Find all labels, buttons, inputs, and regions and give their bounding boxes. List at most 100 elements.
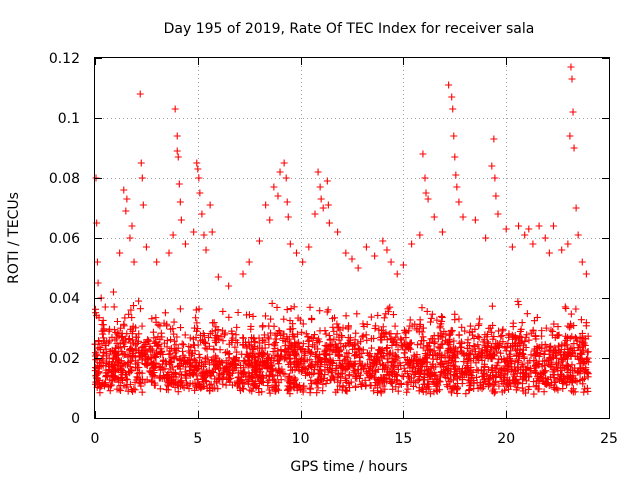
- data-point: [322, 330, 330, 338]
- data-point: [165, 350, 173, 358]
- data-point: [439, 340, 447, 348]
- data-point: [407, 339, 415, 347]
- data-point: [230, 355, 238, 363]
- data-point: [371, 374, 379, 382]
- data-point: [394, 354, 402, 362]
- data-point: [577, 349, 585, 357]
- data-point: [299, 258, 307, 266]
- data-point: [359, 346, 367, 354]
- data-point: [554, 374, 562, 382]
- data-point: [180, 384, 188, 392]
- data-point: [502, 358, 510, 366]
- data-point: [421, 373, 429, 381]
- x-axis-label: GPS time / hours: [290, 459, 407, 475]
- data-point: [532, 358, 540, 366]
- data-point: [498, 388, 506, 396]
- data-point: [271, 331, 279, 339]
- data-point: [316, 183, 324, 191]
- data-point: [214, 373, 222, 381]
- data-point: [548, 363, 556, 371]
- data-point: [113, 317, 121, 325]
- data-point: [540, 350, 548, 358]
- plot-frame: [94, 57, 610, 419]
- x-tick-label: 0: [91, 431, 100, 447]
- data-point: [254, 360, 262, 368]
- data-point: [473, 373, 481, 381]
- data-point: [219, 337, 227, 345]
- data-point: [345, 372, 353, 380]
- data-point: [449, 376, 457, 384]
- x-tick-label: 10: [292, 431, 310, 447]
- data-point: [115, 357, 123, 365]
- data-point: [405, 344, 413, 352]
- data-point: [316, 327, 324, 335]
- data-point: [426, 390, 434, 398]
- data-point: [191, 357, 199, 365]
- data-point: [578, 334, 586, 342]
- data-point: [283, 198, 291, 206]
- data-point: [225, 369, 233, 377]
- data-point: [212, 352, 220, 360]
- data-point: [284, 335, 292, 343]
- data-point: [542, 324, 550, 332]
- data-point: [325, 219, 333, 227]
- y-tick-label: 0.06: [49, 231, 80, 247]
- data-point: [337, 363, 345, 371]
- data-point: [315, 355, 323, 363]
- data-point: [306, 362, 314, 370]
- data-point: [519, 380, 527, 388]
- data-point: [126, 345, 134, 353]
- data-point: [584, 348, 592, 356]
- data-point: [545, 381, 553, 389]
- data-point: [169, 325, 177, 333]
- data-point: [452, 171, 460, 179]
- data-point: [473, 366, 481, 374]
- data-point: [252, 383, 260, 391]
- data-point: [333, 330, 341, 338]
- data-point: [303, 356, 311, 364]
- data-point: [404, 361, 412, 369]
- data-point: [227, 360, 235, 368]
- data-point: [474, 353, 482, 361]
- data-point: [552, 378, 560, 386]
- data-point: [393, 330, 401, 338]
- data-point: [397, 335, 405, 343]
- data-point: [508, 243, 516, 251]
- data-point: [352, 383, 360, 391]
- data-point: [582, 319, 590, 327]
- data-point: [436, 361, 444, 369]
- data-point: [290, 303, 298, 311]
- data-point: [147, 345, 155, 353]
- data-point: [559, 385, 567, 393]
- data-point: [134, 337, 142, 345]
- data-point: [334, 228, 342, 236]
- data-point: [419, 150, 427, 158]
- data-point: [256, 349, 264, 357]
- data-point: [128, 366, 136, 374]
- data-point: [305, 243, 313, 251]
- data-point: [193, 159, 201, 167]
- data-point: [287, 305, 295, 313]
- data-point: [367, 363, 375, 371]
- data-point: [546, 343, 554, 351]
- data-point: [578, 258, 586, 266]
- axis-ticks: [95, 58, 610, 419]
- data-point: [430, 388, 438, 396]
- data-point: [380, 314, 388, 322]
- data-point: [221, 331, 229, 339]
- data-point: [154, 321, 162, 329]
- data-point: [302, 330, 310, 338]
- data-point: [428, 310, 436, 318]
- data-point: [294, 360, 302, 368]
- data-point: [535, 222, 543, 230]
- data-point: [572, 305, 580, 313]
- data-point: [371, 352, 379, 360]
- data-point: [455, 331, 463, 339]
- data-point: [366, 356, 374, 364]
- data-point: [460, 352, 468, 360]
- data-point: [392, 341, 400, 349]
- data-point: [345, 340, 353, 348]
- data-point: [118, 329, 126, 337]
- data-point: [206, 201, 214, 209]
- data-point: [148, 315, 156, 323]
